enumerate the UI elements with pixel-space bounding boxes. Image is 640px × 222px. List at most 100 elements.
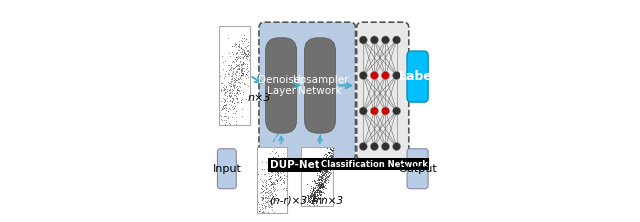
Point bbox=[227, 80, 237, 83]
Point bbox=[236, 68, 246, 72]
Point bbox=[307, 186, 317, 189]
Point bbox=[322, 167, 332, 170]
Point bbox=[243, 54, 253, 58]
Point bbox=[279, 159, 289, 162]
Point bbox=[237, 62, 247, 66]
Point bbox=[319, 153, 330, 157]
Point bbox=[303, 198, 314, 202]
Point bbox=[324, 156, 334, 160]
Point bbox=[230, 79, 241, 83]
Point bbox=[323, 178, 333, 182]
Point bbox=[308, 187, 318, 190]
Point bbox=[225, 95, 235, 99]
Point bbox=[241, 53, 251, 57]
Point bbox=[327, 164, 337, 168]
Point bbox=[228, 83, 238, 87]
Point bbox=[264, 184, 274, 188]
Point bbox=[316, 177, 326, 180]
Point bbox=[219, 107, 229, 110]
Point bbox=[319, 173, 329, 176]
Text: Output: Output bbox=[398, 164, 437, 174]
Point bbox=[312, 182, 322, 185]
Point bbox=[315, 193, 325, 196]
Point bbox=[320, 178, 330, 182]
Point bbox=[318, 155, 328, 159]
Point bbox=[300, 198, 310, 202]
Point bbox=[235, 75, 245, 79]
Point bbox=[326, 153, 336, 157]
Point bbox=[305, 194, 316, 197]
Point bbox=[305, 193, 316, 197]
Point bbox=[316, 176, 326, 179]
Point bbox=[268, 188, 278, 191]
Point bbox=[321, 169, 331, 173]
Point bbox=[220, 114, 230, 118]
Point bbox=[276, 164, 287, 168]
Point bbox=[324, 150, 335, 153]
Point bbox=[315, 174, 325, 177]
Point bbox=[259, 189, 269, 193]
Point bbox=[279, 161, 289, 164]
Point bbox=[305, 194, 315, 198]
Point bbox=[219, 76, 229, 80]
Point bbox=[320, 176, 330, 179]
Bar bbox=[257, 147, 287, 213]
Point bbox=[227, 76, 237, 79]
Point bbox=[315, 182, 325, 186]
Point bbox=[266, 186, 276, 189]
Point bbox=[317, 181, 328, 184]
Point bbox=[275, 178, 285, 182]
Point bbox=[223, 115, 233, 119]
Point bbox=[242, 73, 252, 77]
Point bbox=[223, 71, 233, 75]
Point bbox=[270, 155, 280, 159]
Point bbox=[230, 55, 241, 59]
Point bbox=[322, 169, 332, 172]
Point bbox=[260, 205, 270, 209]
Point bbox=[323, 155, 333, 159]
Point bbox=[241, 58, 252, 61]
Point bbox=[268, 185, 278, 188]
Point bbox=[323, 159, 333, 162]
Point bbox=[298, 199, 308, 203]
Point bbox=[309, 193, 319, 197]
Point bbox=[261, 181, 271, 185]
Point bbox=[234, 43, 244, 46]
Point bbox=[254, 209, 264, 213]
Point bbox=[308, 198, 318, 202]
Point bbox=[317, 179, 328, 183]
Point bbox=[317, 182, 327, 185]
Point bbox=[314, 182, 324, 186]
Point bbox=[313, 193, 323, 196]
Point bbox=[315, 186, 325, 190]
Point bbox=[230, 56, 241, 59]
Point bbox=[243, 62, 253, 65]
Point bbox=[229, 67, 239, 70]
Point bbox=[314, 165, 324, 169]
Point bbox=[323, 159, 333, 163]
Point bbox=[305, 197, 316, 200]
Point bbox=[305, 198, 315, 201]
Point bbox=[311, 201, 321, 205]
Point bbox=[312, 197, 323, 200]
Point bbox=[268, 184, 278, 188]
Point bbox=[310, 193, 321, 196]
Point bbox=[314, 184, 324, 188]
Point bbox=[319, 195, 329, 198]
Point bbox=[220, 86, 230, 90]
Text: Classification Network: Classification Network bbox=[321, 160, 428, 169]
Point bbox=[235, 56, 245, 59]
Point bbox=[319, 172, 329, 176]
Point bbox=[310, 186, 321, 190]
Point bbox=[255, 209, 265, 212]
Point bbox=[319, 174, 330, 178]
Point bbox=[313, 196, 323, 199]
Point bbox=[226, 84, 236, 87]
Point bbox=[322, 153, 332, 157]
Point bbox=[221, 108, 231, 111]
Point bbox=[316, 190, 326, 194]
Point bbox=[220, 120, 230, 124]
Point bbox=[280, 188, 291, 192]
Circle shape bbox=[371, 36, 378, 44]
Point bbox=[219, 119, 229, 122]
